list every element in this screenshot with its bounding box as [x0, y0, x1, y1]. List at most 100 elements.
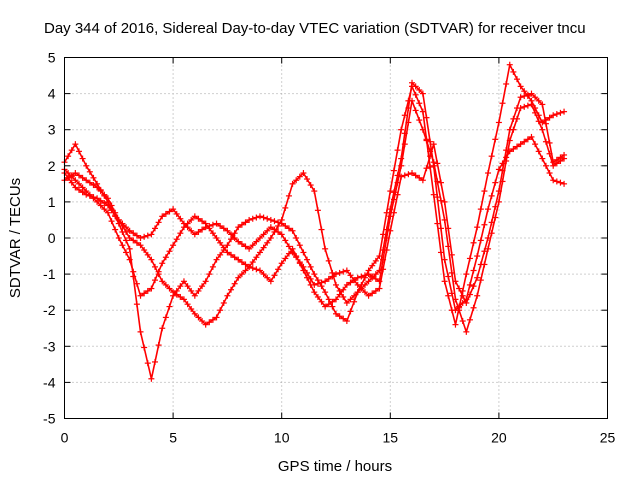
data-point: [180, 296, 187, 303]
data-point-interp: [304, 176, 311, 183]
data-point-interp: [264, 239, 271, 246]
data-point-interp: [351, 298, 358, 305]
data-point-interp: [456, 285, 463, 292]
data-point-interp: [466, 281, 473, 288]
data-point-interp: [220, 299, 227, 306]
data-point: [83, 162, 90, 169]
data-point-interp: [68, 179, 75, 186]
data-point-interp: [336, 291, 343, 298]
data-point: [506, 148, 513, 155]
data-point-interp: [275, 228, 282, 235]
data-point-interp: [336, 313, 343, 320]
series-trail: [63, 100, 565, 333]
data-point-interp: [416, 174, 423, 181]
data-point-interp: [542, 162, 549, 169]
data-point-interp: [293, 235, 300, 241]
data-point: [474, 253, 481, 260]
data-point-interp: [546, 150, 553, 157]
y-tick-label: -2: [43, 302, 56, 318]
data-point-interp: [141, 233, 148, 240]
data-point-interp: [296, 242, 303, 249]
data-point: [72, 141, 79, 148]
data-point-interp: [427, 164, 434, 171]
data-point-interp: [173, 210, 180, 217]
data-point-interp: [477, 237, 484, 244]
data-point-interp: [361, 281, 368, 288]
data-point: [452, 278, 459, 285]
data-point-interp: [166, 285, 173, 292]
data-point-interp: [448, 269, 455, 276]
data-point-interp: [340, 315, 347, 322]
data-point: [246, 216, 253, 223]
data-point-interp: [445, 273, 452, 280]
data-point-interp: [351, 277, 358, 284]
data-point-interp: [427, 153, 434, 160]
data-point: [126, 235, 133, 241]
data-point: [441, 278, 448, 285]
data-point-interp: [492, 214, 499, 221]
data-point: [137, 328, 144, 335]
data-point-interp: [369, 262, 376, 269]
data-point-interp: [347, 272, 354, 279]
data-point-interp: [282, 222, 289, 229]
data-point-interp: [75, 180, 82, 187]
data-point-interp: [448, 290, 455, 297]
data-point: [539, 126, 546, 133]
data-point: [517, 141, 524, 148]
data-point-interp: [521, 103, 528, 110]
data-point-interp: [401, 130, 408, 137]
data-point: [550, 112, 557, 119]
data-point-interp: [423, 114, 430, 121]
data-point-interp: [521, 93, 528, 100]
data-point-interp: [209, 221, 216, 228]
data-point-interp: [466, 316, 473, 323]
data-point-interp: [372, 257, 379, 264]
data-point: [159, 260, 166, 267]
data-point-interp: [361, 272, 368, 279]
data-point: [474, 224, 481, 231]
data-point-interp: [488, 192, 495, 199]
data-point: [365, 292, 372, 299]
data-point-interp: [271, 272, 278, 279]
data-point-interp: [282, 204, 289, 211]
data-point-interp: [383, 235, 390, 241]
data-point: [148, 256, 155, 263]
data-point-interp: [521, 138, 528, 145]
data-point: [506, 137, 513, 144]
data-point-interp: [347, 279, 354, 286]
data-point-interp: [380, 256, 387, 263]
data-point-interp: [231, 254, 238, 261]
data-point: [441, 198, 448, 205]
data-point: [528, 133, 535, 140]
data-point-interp: [199, 318, 206, 325]
data-point: [235, 256, 242, 263]
data-point-interp: [86, 168, 93, 175]
data-point-interp: [499, 178, 506, 185]
data-point-interp: [405, 171, 412, 178]
data-point-interp: [97, 188, 104, 195]
data-point-interp: [416, 86, 423, 93]
data-point: [343, 318, 350, 325]
y-tick-labels: 5 4 3 2 1 0 -1 -2 -3 -4 -5: [43, 50, 56, 427]
data-point-interp: [524, 91, 531, 98]
data-point-interp: [293, 177, 300, 184]
data-point-interp: [209, 263, 216, 270]
data-point-interp: [141, 247, 148, 254]
data-point-interp: [445, 292, 452, 299]
data-point-interp: [369, 273, 376, 280]
data-point: [256, 235, 263, 241]
data-point-interp: [546, 170, 553, 177]
data-point: [289, 249, 296, 256]
data-point-interp: [220, 244, 227, 251]
data-point-interp: [524, 136, 531, 143]
grid: [64, 57, 608, 419]
x-tick-label: 15: [383, 430, 399, 446]
data-point-interp: [249, 265, 256, 272]
data-point: [115, 216, 122, 223]
data-point: [322, 289, 329, 296]
data-point: [463, 299, 470, 306]
data-point-interp: [445, 243, 452, 250]
data-point: [365, 278, 372, 285]
data-point-interp: [416, 117, 423, 124]
data-point: [126, 256, 133, 263]
